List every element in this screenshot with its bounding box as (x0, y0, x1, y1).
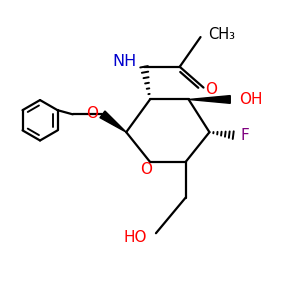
Text: F: F (241, 128, 249, 142)
Text: OH: OH (239, 92, 263, 107)
Polygon shape (100, 111, 126, 132)
Text: CH₃: CH₃ (208, 27, 235, 42)
Text: O: O (86, 106, 98, 121)
Polygon shape (189, 96, 230, 103)
Text: NH: NH (112, 54, 136, 69)
Text: O: O (140, 162, 152, 177)
Text: O: O (205, 82, 217, 97)
Text: HO: HO (124, 230, 147, 245)
